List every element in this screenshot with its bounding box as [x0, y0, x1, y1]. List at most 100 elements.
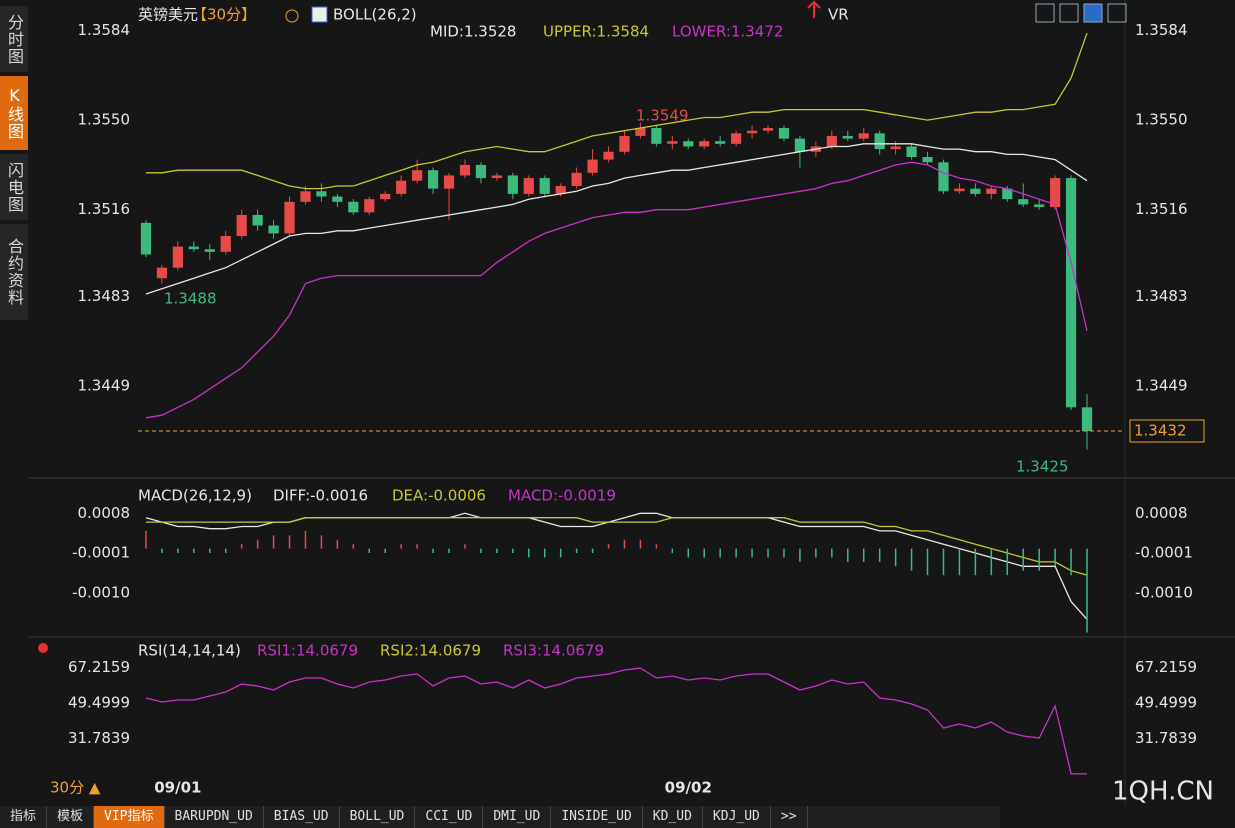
line-series — [145, 143, 1088, 295]
tab-bar: 指标 模板 VIP指标 BARUPDN_UD BIAS_UD BOLL_UD CCI_UD D… — [0, 806, 1000, 828]
candle-body — [523, 178, 534, 194]
side-tab[interactable]: 闪电图 — [0, 154, 28, 220]
candle-body — [300, 191, 311, 202]
candle-body — [1065, 178, 1077, 408]
candle-body — [204, 249, 215, 252]
candle-body — [1018, 199, 1029, 205]
tab[interactable]: KD_UD — [643, 806, 703, 828]
icon[interactable] — [1035, 3, 1055, 23]
candle-body — [1034, 204, 1045, 208]
candle-body — [603, 151, 614, 160]
y-tick-label: 1.3584 — [1135, 21, 1188, 39]
side-tab[interactable]: 分时图 — [0, 6, 28, 72]
candle-body — [268, 225, 279, 234]
toolbar-icons — [1035, 3, 1127, 23]
y-tick-label: 67.2159 — [68, 658, 130, 676]
legend-entry: MID:1.3528 — [430, 23, 516, 41]
candle-body — [587, 159, 598, 173]
y-tick-label: 1.3550 — [78, 111, 131, 129]
candle-body — [459, 164, 471, 176]
y-tick-label: 1.3483 — [1135, 287, 1188, 305]
tab[interactable]: >> — [771, 806, 808, 828]
candle-body — [699, 141, 710, 147]
candle-body — [348, 201, 359, 213]
period[interactable]: 30分 ▲ — [50, 779, 101, 797]
legend-entry: RSI1:14.0679 — [257, 642, 358, 660]
y-tick-label: 49.4999 — [68, 694, 130, 712]
icon[interactable] — [311, 6, 328, 23]
y-tick-label: -0.0010 — [72, 583, 130, 601]
icon[interactable] — [807, 0, 821, 18]
legend-entry: UPPER:1.3584 — [543, 23, 649, 41]
candle-body — [794, 138, 806, 152]
y-tick-label: 1.3449 — [1135, 377, 1188, 395]
candle-body — [491, 175, 502, 179]
chart: 英镑美元 【30分】 BOLL(26,2) VR 1.3549 1.3488 1… — [28, 0, 1235, 807]
y-tick-label: 1.3516 — [1135, 200, 1188, 218]
icon[interactable] — [1083, 3, 1103, 23]
candle-body — [746, 130, 758, 134]
candle-body — [922, 157, 933, 163]
candle-body — [140, 222, 152, 255]
candle-body — [396, 180, 407, 194]
candle-body — [651, 128, 662, 144]
tab[interactable]: INSIDE_UD — [551, 806, 643, 828]
icon[interactable] — [285, 9, 299, 23]
candle-body — [842, 135, 853, 139]
x-tick-label: 09/02 — [665, 779, 712, 797]
candle-body — [427, 170, 439, 189]
indicator-extra: VR — [828, 6, 849, 24]
candle-body — [635, 128, 646, 136]
candle-body — [667, 141, 678, 144]
icon[interactable] — [1107, 3, 1127, 23]
tab[interactable]: 模板 — [47, 806, 95, 828]
candle-body — [731, 133, 742, 144]
watermark: 1QH.CN — [1112, 777, 1214, 807]
tab[interactable]: CCI_UD — [415, 806, 484, 828]
candle-body — [683, 141, 694, 147]
candle-body — [332, 196, 343, 202]
candle-body — [220, 236, 231, 252]
candle-body — [715, 141, 726, 144]
candle-body — [172, 246, 183, 268]
candle-body — [236, 214, 247, 237]
chart-title: 英镑美元 — [138, 6, 198, 24]
tab[interactable]: BARUPDN_UD — [165, 806, 264, 828]
legend-entry: MACD:-0.0019 — [508, 487, 616, 505]
panel-title: RSI(14,14,14) — [138, 642, 241, 660]
panel-title: MACD(26,12,9) — [138, 487, 252, 505]
tab[interactable]: 指标 — [0, 806, 48, 828]
y-tick-label: 49.4999 — [1135, 694, 1197, 712]
y-tick-label: 1.3550 — [1135, 111, 1188, 129]
side-tab-active[interactable]: K线图 — [0, 76, 28, 150]
y-tick-label: 1.3449 — [78, 377, 131, 395]
low-label: 1.3488 — [164, 290, 217, 308]
candle-body — [778, 128, 790, 139]
candle-body — [412, 170, 423, 181]
candle-body — [443, 175, 455, 189]
legend-entry: RSI3:14.0679 — [503, 642, 604, 660]
y-tick-label: 31.7839 — [1135, 729, 1197, 747]
y-tick-label: 0.0008 — [78, 504, 131, 522]
side-tab[interactable]: 合约资料 — [0, 224, 28, 320]
y-tick-label: 1.3516 — [78, 200, 131, 218]
candle-body — [571, 172, 582, 186]
candle-body — [986, 188, 997, 194]
y-tick-label: 1.3483 — [78, 287, 131, 305]
candle-body — [555, 185, 566, 194]
tab[interactable]: BOLL_UD — [340, 806, 416, 828]
candle-body — [475, 164, 487, 179]
candle-body — [380, 193, 391, 200]
chart-subtitle: 【30分】 — [192, 6, 256, 24]
tab[interactable]: VIP指标 — [94, 806, 165, 828]
tab[interactable]: DMI_UD — [483, 806, 552, 828]
candle-body — [938, 162, 949, 192]
icon[interactable] — [1059, 3, 1079, 23]
candle-body — [1002, 188, 1013, 200]
last-price-box — [1129, 419, 1205, 443]
legend-entry: DEA:-0.0006 — [392, 487, 486, 505]
tab[interactable]: BIAS_UD — [264, 806, 340, 828]
tab[interactable]: KDJ_UD — [703, 806, 771, 828]
candle-body — [156, 267, 168, 279]
